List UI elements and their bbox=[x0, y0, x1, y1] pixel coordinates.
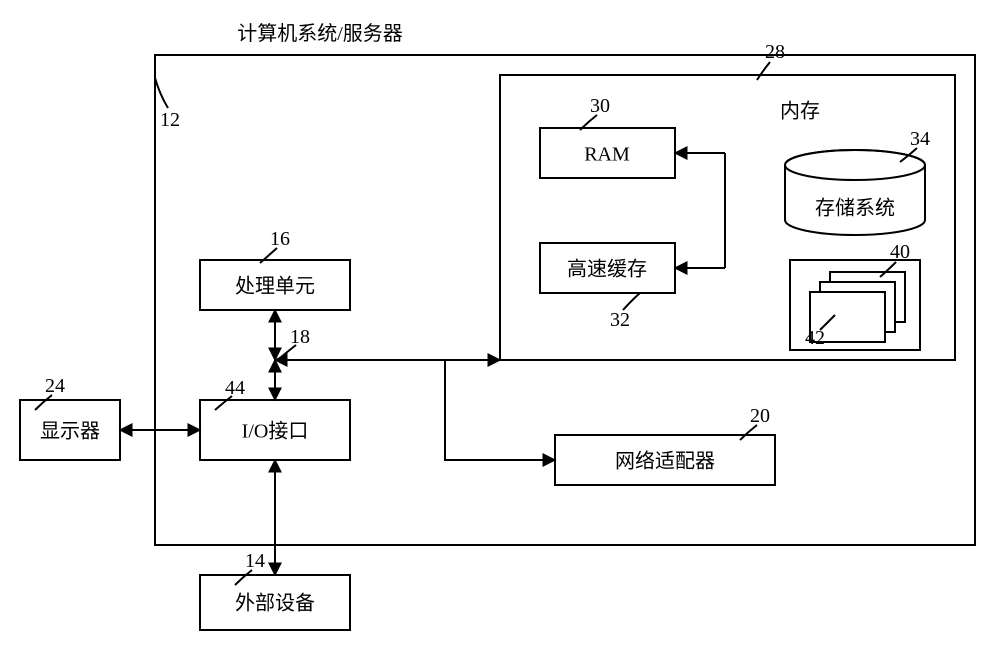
num-42: 42 bbox=[805, 327, 825, 349]
num-14: 14 bbox=[245, 550, 265, 572]
cache-label: 高速缓存 bbox=[567, 258, 647, 281]
num-30: 30 bbox=[590, 95, 610, 117]
ext-label: 外部设备 bbox=[235, 592, 315, 615]
num-40: 40 bbox=[890, 241, 910, 263]
num-12: 12 bbox=[160, 109, 180, 131]
ram-label: RAM bbox=[584, 144, 630, 166]
num-20: 20 bbox=[750, 405, 770, 427]
leader-12 bbox=[155, 78, 168, 108]
system-title: 计算机系统/服务器 bbox=[237, 22, 403, 45]
leader-28 bbox=[757, 62, 770, 80]
num-24: 24 bbox=[45, 375, 65, 397]
storage-label: 存储系统 bbox=[815, 197, 895, 220]
edge-bus-to-net bbox=[445, 360, 555, 460]
leader-32 bbox=[623, 293, 640, 310]
num-44: 44 bbox=[225, 377, 245, 399]
num-16: 16 bbox=[270, 228, 290, 250]
num-32: 32 bbox=[610, 309, 630, 331]
display-label: 显示器 bbox=[40, 421, 100, 443]
diagram-canvas: 计算机系统/服务器 12 内存 28 RAM 30 高速缓存 32 存储系统 3… bbox=[0, 0, 1000, 659]
net-label: 网络适配器 bbox=[615, 450, 715, 473]
storage-cylinder bbox=[785, 150, 925, 235]
num-34: 34 bbox=[910, 128, 930, 150]
proc-label: 处理单元 bbox=[235, 275, 315, 298]
num-28: 28 bbox=[765, 41, 785, 63]
io-label: I/O接口 bbox=[242, 420, 309, 443]
memory-label: 内存 bbox=[780, 100, 820, 123]
num-18: 18 bbox=[290, 326, 310, 348]
